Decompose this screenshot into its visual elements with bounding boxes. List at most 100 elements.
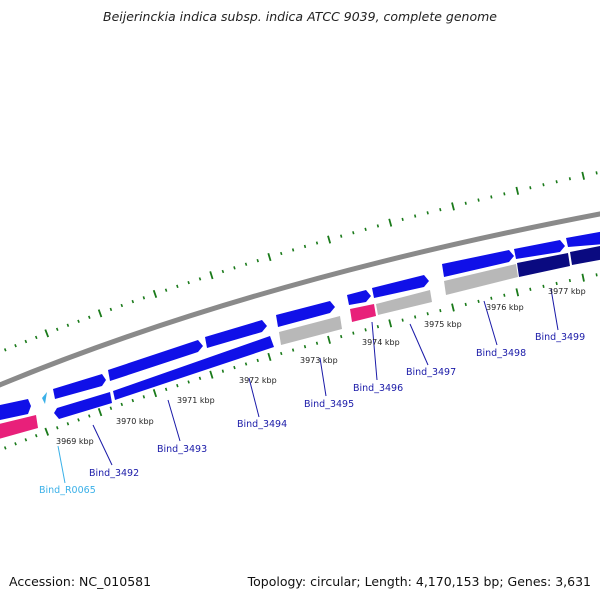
forward-strand-features	[0, 231, 600, 420]
scale-tick	[34, 434, 38, 438]
scale-tick	[291, 248, 295, 252]
scale-tick	[477, 198, 480, 202]
scale-tick	[303, 244, 307, 249]
scale-tick	[131, 398, 135, 403]
scale-tick	[88, 315, 91, 319]
scale-tick	[152, 389, 158, 398]
scale-tick	[581, 171, 585, 180]
scale-tick	[595, 273, 598, 277]
gene-label: Bind_3494	[237, 419, 287, 430]
cds-feature	[566, 231, 600, 247]
scale-tick	[280, 351, 283, 356]
scale-tick	[244, 362, 248, 366]
scale-tick	[477, 299, 480, 303]
cds-feature	[54, 392, 112, 419]
scale-tick	[267, 252, 272, 262]
scale-tick	[303, 344, 307, 349]
scale-tick	[88, 414, 91, 418]
scale-tick	[198, 376, 202, 381]
scale-tick	[256, 258, 259, 263]
kbp-label: 3976 kbp	[486, 303, 524, 312]
cds-feature	[517, 253, 570, 277]
label-leaders	[57, 288, 559, 484]
kbp-label: 3969 kbp	[56, 437, 94, 446]
kbp-labels: 3969 kbp 3970 kbp 3971 kbp 3972 kbp 3973…	[56, 287, 586, 446]
scale-tick	[555, 281, 558, 286]
scale-tick	[14, 442, 17, 446]
scale-tick	[515, 186, 520, 195]
scale-tick	[340, 334, 343, 339]
scale-tick	[451, 303, 455, 312]
gene-label: Bind_R0065	[39, 485, 96, 496]
genome-backbone	[0, 211, 600, 388]
scale-tick	[542, 284, 545, 288]
scale-tick	[97, 407, 103, 417]
scale-tick	[176, 383, 179, 388]
scale-tick	[490, 195, 493, 199]
scale-tick	[233, 365, 236, 370]
scale-tick	[529, 287, 532, 291]
cds-feature	[53, 374, 106, 399]
scale-tick	[77, 418, 80, 422]
scale-tick	[451, 202, 455, 211]
gene-label: Bind_3497	[406, 367, 456, 378]
scale-tick	[267, 352, 272, 362]
outer-scale-ticks	[3, 171, 598, 352]
kbp-label: 3974 kbp	[362, 338, 400, 347]
scale-tick	[364, 328, 367, 332]
reverse-strand-features	[0, 246, 600, 439]
gene-label: Bind_3495	[304, 399, 354, 410]
gene-label: Bind_3492	[89, 468, 139, 479]
pseudogene-feature	[444, 264, 518, 295]
scale-tick	[233, 266, 236, 270]
scale-tick	[97, 309, 103, 318]
scale-tick	[221, 369, 225, 373]
scale-tick	[568, 177, 571, 181]
scale-tick	[401, 217, 404, 221]
scale-tick	[187, 280, 190, 285]
scale-tick	[77, 319, 80, 323]
gene-label: Bind_3499	[535, 332, 585, 343]
scale-tick	[164, 288, 168, 292]
scale-tick	[595, 171, 598, 175]
pseudogene-feature	[279, 316, 342, 345]
scale-tick	[327, 335, 331, 344]
cds-feature	[113, 336, 274, 400]
scale-tick	[464, 302, 467, 307]
scale-tick	[109, 307, 113, 312]
scale-tick	[56, 426, 59, 430]
scale-tick	[24, 438, 28, 442]
scale-tick	[542, 183, 545, 187]
scale-tick	[164, 387, 168, 392]
gene-labels: Bind_R0065 Bind_3492 Bind_3493 Bind_3494…	[39, 332, 585, 496]
cds-feature	[347, 290, 371, 305]
scale-tick	[388, 319, 393, 328]
scale-tick	[152, 289, 158, 298]
topology-label: Topology: circular; Length: 4,170,153 bp…	[247, 574, 591, 589]
scale-tick	[120, 303, 124, 308]
kbp-label: 3975 kbp	[424, 320, 462, 329]
kbp-label: 3977 kbp	[548, 287, 586, 296]
cds-feature	[0, 399, 31, 420]
scale-tick	[388, 218, 393, 227]
kbp-label: 3970 kbp	[116, 417, 154, 426]
scale-tick	[176, 284, 179, 289]
scale-tick	[291, 348, 295, 352]
scale-tick	[439, 207, 442, 212]
cds-feature	[570, 246, 600, 265]
scale-tick	[256, 358, 259, 363]
scale-tick	[142, 395, 146, 399]
kbp-label: 3971 kbp	[177, 396, 215, 405]
cds-feature	[276, 301, 335, 327]
scale-tick	[490, 296, 493, 300]
scale-tick	[142, 296, 146, 300]
cds-feature	[205, 320, 267, 348]
scale-tick	[376, 224, 380, 228]
gene-label: Bind_3498	[476, 348, 526, 359]
scale-tick	[24, 339, 28, 344]
scale-tick	[131, 299, 135, 304]
scale-tick	[315, 341, 319, 345]
cds-feature	[514, 240, 565, 259]
scale-tick	[414, 214, 417, 218]
